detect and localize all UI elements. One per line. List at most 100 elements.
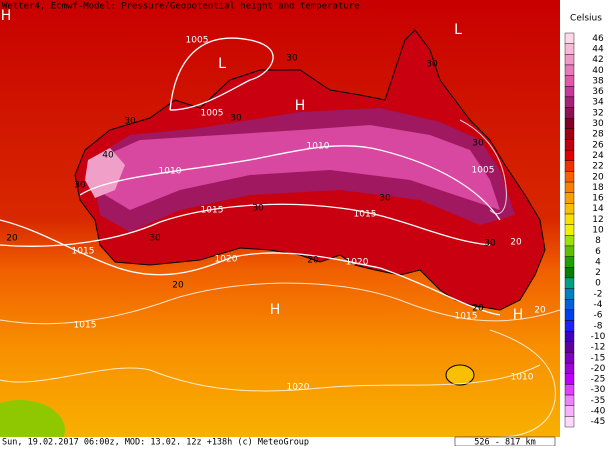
contour-label: 40 bbox=[102, 151, 114, 161]
contour-label: 30 bbox=[484, 239, 496, 249]
legend-label: -8 bbox=[594, 321, 603, 331]
legend-swatch bbox=[564, 416, 575, 428]
legend-swatch bbox=[564, 320, 575, 332]
legend-swatch bbox=[564, 213, 575, 225]
legend-swatch bbox=[564, 181, 575, 193]
legend-label: 26 bbox=[592, 140, 604, 150]
legend-swatch bbox=[564, 32, 575, 44]
legend-swatch bbox=[564, 394, 575, 406]
cold-area bbox=[0, 400, 65, 437]
legend-label: 16 bbox=[592, 194, 604, 204]
footer-info: Sun, 19.02.2017 06:00z, MOD: 13.02. 12z … bbox=[2, 438, 309, 447]
legend-swatch bbox=[564, 54, 575, 66]
map-labels: H 1005 L 30 L 30 H 1005 30 30 40 1010 1010 30 30 1005 30… bbox=[1, 8, 546, 393]
header-title: Wetter4, Ecmwf-Model: Pressure/Geopotent… bbox=[2, 2, 360, 12]
legend-label: -10 bbox=[591, 332, 606, 342]
legend-label: 38 bbox=[592, 76, 604, 86]
legend-label: 6 bbox=[595, 247, 601, 257]
legend-swatch bbox=[564, 203, 575, 215]
pressure-center: H bbox=[513, 307, 524, 323]
hotter-zone bbox=[95, 125, 500, 210]
legend-label: 12 bbox=[592, 215, 603, 225]
legend-swatch bbox=[564, 171, 575, 183]
legend-label: 2 bbox=[595, 268, 601, 278]
contour-label: 20 bbox=[6, 234, 18, 244]
contour-label: 20 bbox=[172, 281, 184, 291]
legend-label: -40 bbox=[591, 407, 606, 417]
legend-swatch bbox=[564, 267, 575, 279]
legend-label: 8 bbox=[595, 236, 601, 246]
legend-label: 10 bbox=[592, 226, 604, 236]
legend-swatch bbox=[564, 309, 575, 321]
legend: 4644424038363432302826242220181614121086… bbox=[564, 32, 606, 428]
legend-label: -20 bbox=[591, 364, 606, 374]
contour-label: 1005 bbox=[472, 166, 495, 176]
legend-label: 40 bbox=[592, 66, 604, 76]
legend-label: 36 bbox=[592, 87, 604, 97]
isobar bbox=[0, 203, 491, 247]
legend-swatch bbox=[564, 192, 575, 204]
legend-label: 30 bbox=[592, 119, 604, 129]
legend-swatch bbox=[564, 107, 575, 119]
legend-label: 44 bbox=[592, 44, 604, 54]
legend-swatch bbox=[564, 256, 575, 268]
isobar bbox=[0, 282, 560, 325]
legend-label: 0 bbox=[595, 279, 601, 289]
legend-swatch bbox=[564, 288, 575, 300]
contour-label: 1020 bbox=[346, 258, 369, 268]
legend-label: -4 bbox=[594, 300, 603, 310]
map: Wetter4, Ecmwf-Model: Pressure/Geopotent… bbox=[0, 0, 560, 437]
legend-swatch bbox=[564, 384, 575, 396]
legend-swatch bbox=[564, 96, 575, 108]
tasmania bbox=[445, 364, 475, 386]
footer-bg bbox=[0, 437, 612, 446]
legend-swatch bbox=[564, 405, 575, 417]
legend-swatch bbox=[564, 277, 575, 289]
contour-label: 30 bbox=[286, 54, 298, 64]
legend-swatch bbox=[564, 235, 575, 247]
legend-swatch bbox=[564, 245, 575, 257]
contour-label: 30 bbox=[230, 114, 242, 124]
legend-label: 24 bbox=[592, 151, 604, 161]
contour-label: 1020 bbox=[287, 383, 310, 393]
pressure-center: L bbox=[218, 56, 226, 72]
legend-label: 22 bbox=[592, 162, 603, 172]
legend-label: 28 bbox=[592, 130, 604, 140]
contour-label: 30 bbox=[74, 181, 86, 191]
hottest-zone bbox=[85, 148, 125, 198]
legend-swatch bbox=[564, 75, 575, 87]
isobar bbox=[0, 219, 501, 316]
legend-swatch bbox=[564, 341, 575, 353]
pressure-center: H bbox=[295, 98, 306, 114]
legend-swatch bbox=[564, 373, 575, 385]
pressure-center: H bbox=[270, 302, 281, 318]
contour-label: 30 bbox=[149, 234, 161, 244]
legend-label: -25 bbox=[591, 375, 606, 385]
legend-swatch bbox=[564, 299, 575, 311]
contour-label: 30 bbox=[379, 194, 391, 204]
contour-label: 30 bbox=[124, 117, 136, 127]
pressure-center: L bbox=[454, 22, 462, 38]
legend-swatch bbox=[564, 224, 575, 236]
legend-label: -6 bbox=[594, 311, 603, 321]
legend-swatch bbox=[564, 117, 575, 130]
isobar bbox=[459, 119, 507, 215]
contour-label: 1005 bbox=[201, 109, 224, 119]
legend-swatch bbox=[564, 139, 575, 151]
pressure-center: H bbox=[1, 8, 12, 24]
legend-label: 20 bbox=[592, 172, 604, 182]
contour-label: 1015 bbox=[455, 312, 478, 322]
contour-label: 1015 bbox=[201, 206, 224, 216]
contour-label: 1010 bbox=[307, 142, 330, 152]
contour-label: 20 bbox=[472, 304, 484, 314]
contour-label: 30 bbox=[472, 139, 484, 149]
contour-label: 1010 bbox=[511, 373, 534, 383]
legend-label: -35 bbox=[591, 396, 606, 406]
legend-label: -45 bbox=[591, 417, 606, 427]
legend-swatch bbox=[564, 352, 575, 364]
contour-label: 20 bbox=[534, 306, 546, 316]
contour-label: 1010 bbox=[159, 167, 182, 177]
legend-label: 46 bbox=[592, 34, 604, 44]
